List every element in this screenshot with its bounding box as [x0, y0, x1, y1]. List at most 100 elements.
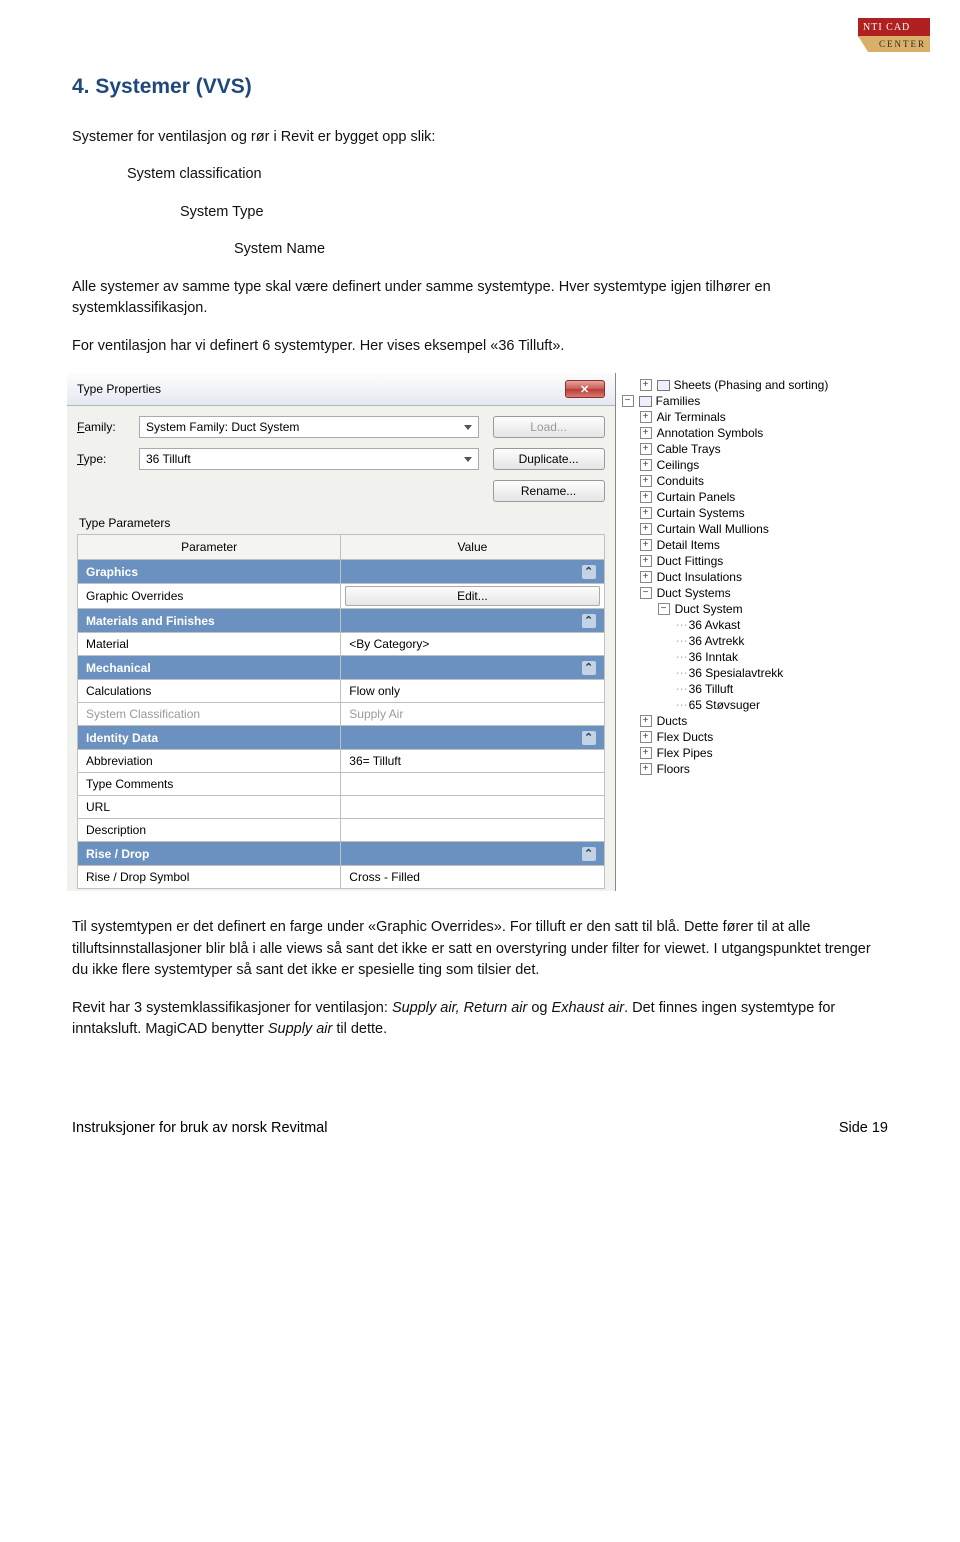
tree-expand-icon[interactable]: + [640, 379, 652, 391]
collapse-icon[interactable]: ⌃ [582, 731, 596, 745]
tree-item[interactable]: +Duct Fittings [620, 553, 884, 569]
val-calculations[interactable]: Flow only [341, 680, 604, 703]
tree-item[interactable]: ⋯36 Inntak [620, 649, 884, 665]
row-material: Material [78, 633, 341, 656]
val-type-comments[interactable] [341, 773, 604, 796]
group-graphics[interactable]: Graphics [78, 560, 341, 584]
page-footer: Instruksjoner for bruk av norsk Revitmal… [0, 1076, 960, 1136]
tree-item[interactable]: + Sheets (Phasing and sorting) [620, 377, 884, 393]
tree-expand-icon[interactable]: + [640, 539, 652, 551]
tree-item[interactable]: ⋯36 Avkast [620, 617, 884, 633]
load-button[interactable]: Load... [493, 416, 605, 438]
val-sys-class: Supply Air [341, 703, 604, 726]
tree-expand-icon[interactable]: − [622, 395, 634, 407]
close-icon: ✕ [580, 383, 589, 396]
type-label: Type: [77, 452, 139, 466]
tree-item[interactable]: +Detail Items [620, 537, 884, 553]
tree-item-label: Curtain Panels [657, 490, 736, 504]
tree-item[interactable]: +Duct Insulations [620, 569, 884, 585]
tree-item-label: Curtain Wall Mullions [657, 522, 769, 536]
group-rise-drop[interactable]: Rise / Drop [78, 842, 341, 866]
tree-item-label: Flex Pipes [657, 746, 713, 760]
tree-item[interactable]: +Curtain Systems [620, 505, 884, 521]
hierarchy-level-2: System Type [180, 202, 888, 223]
tree-expand-icon[interactable]: + [640, 731, 652, 743]
tree-expand-icon[interactable]: + [640, 411, 652, 423]
duplicate-button[interactable]: Duplicate... [493, 448, 605, 470]
tree-expand-icon[interactable]: + [640, 443, 652, 455]
revit-screenshot: Type Properties ✕ Family: System Family:… [67, 373, 888, 891]
paragraph-2: Alle systemer av samme type skal være de… [72, 277, 888, 320]
tree-item-label: Cable Trays [657, 442, 721, 456]
footer-right: Side 19 [839, 1120, 888, 1136]
row-calculations: Calculations [78, 680, 341, 703]
tree-expand-icon[interactable]: − [640, 587, 652, 599]
tree-item[interactable]: + Flex Pipes [620, 745, 884, 761]
close-button[interactable]: ✕ [565, 380, 605, 398]
tree-item[interactable]: −Duct Systems [620, 585, 884, 601]
val-rise-drop[interactable]: Cross - Filled [341, 866, 604, 889]
project-browser-tree: +Sheets (Phasing and sorting)−Families+A… [616, 373, 888, 891]
tree-expand-icon[interactable]: + [640, 747, 652, 759]
tree-item[interactable]: + Curtain Wall Mullions [620, 521, 884, 537]
tree-item-label: Ducts [657, 714, 688, 728]
tree-item[interactable]: + Curtain Panels [620, 489, 884, 505]
tree-expand-icon[interactable]: + [640, 715, 652, 727]
tree-item[interactable]: ⋯36 Tilluft [620, 681, 884, 697]
tree-item[interactable]: ⋯36 Avtrekk [620, 633, 884, 649]
tree-expand-icon[interactable]: + [640, 523, 652, 535]
tree-item[interactable]: − Families [620, 393, 884, 409]
tree-item[interactable]: + Flex Ducts [620, 729, 884, 745]
hierarchy-level-1: System classification [127, 164, 888, 185]
group-materials[interactable]: Materials and Finishes [78, 609, 341, 633]
tree-item[interactable]: + Ducts [620, 713, 884, 729]
tree-leaf-icon: ⋯ [676, 618, 687, 632]
tree-expand-icon[interactable]: + [640, 555, 652, 567]
paragraph-3: For ventilasjon har vi definert 6 system… [72, 336, 888, 357]
edit-button[interactable]: Edit... [345, 586, 599, 606]
collapse-icon[interactable]: ⌃ [582, 614, 596, 628]
val-material[interactable]: <By Category> [341, 633, 604, 656]
collapse-icon[interactable]: ⌃ [582, 661, 596, 675]
tree-expand-icon[interactable]: + [640, 491, 652, 503]
type-combo[interactable]: 36 Tilluft [139, 448, 479, 470]
tree-expand-icon[interactable]: − [658, 603, 670, 615]
tree-item-label: Families [656, 394, 701, 408]
tree-expand-icon[interactable]: + [640, 507, 652, 519]
tree-item[interactable]: + Cable Trays [620, 441, 884, 457]
val-description[interactable] [341, 819, 604, 842]
tree-expand-icon[interactable]: + [640, 475, 652, 487]
tree-item[interactable]: ⋯65 Støvsuger [620, 697, 884, 713]
row-graphic-overrides: Graphic Overrides [78, 584, 341, 609]
tree-item[interactable]: ⋯36 Spesialavtrekk [620, 665, 884, 681]
family-combo[interactable]: System Family: Duct System [139, 416, 479, 438]
tree-item-label: 36 Avkast [689, 618, 741, 632]
val-abbrev[interactable]: 36= Tilluft [341, 750, 604, 773]
tree-expand-icon[interactable]: + [640, 571, 652, 583]
group-mechanical[interactable]: Mechanical [78, 656, 341, 680]
type-parameters-label: Type Parameters [77, 516, 605, 530]
group-identity[interactable]: Identity Data [78, 726, 341, 750]
tree-expand-icon[interactable]: + [640, 459, 652, 471]
tree-item[interactable]: +Conduits [620, 473, 884, 489]
tree-item[interactable]: +Annotation Symbols [620, 425, 884, 441]
intro-paragraph: Systemer for ventilasjon og rør i Revit … [72, 127, 888, 148]
tree-expand-icon[interactable]: + [640, 427, 652, 439]
tree-expand-icon[interactable]: + [640, 763, 652, 775]
tree-item[interactable]: +Air Terminals [620, 409, 884, 425]
tree-item-label: Duct Systems [657, 586, 731, 600]
tree-item[interactable]: −Duct System [620, 601, 884, 617]
type-properties-dialog: Type Properties ✕ Family: System Family:… [67, 373, 616, 891]
tree-item-label: 36 Inntak [689, 650, 738, 664]
dialog-titlebar: Type Properties ✕ [67, 373, 615, 406]
folder-icon [657, 380, 670, 391]
tree-item[interactable]: +Ceilings [620, 457, 884, 473]
tree-item-label: 36 Spesialavtrekk [689, 666, 784, 680]
tree-item-label: Flex Ducts [657, 730, 714, 744]
tree-item[interactable]: +Floors [620, 761, 884, 777]
rename-button[interactable]: Rename... [493, 480, 605, 502]
collapse-icon[interactable]: ⌃ [582, 565, 596, 579]
tree-item-label: Sheets (Phasing and sorting) [674, 378, 829, 392]
collapse-icon[interactable]: ⌃ [582, 847, 596, 861]
val-url[interactable] [341, 796, 604, 819]
